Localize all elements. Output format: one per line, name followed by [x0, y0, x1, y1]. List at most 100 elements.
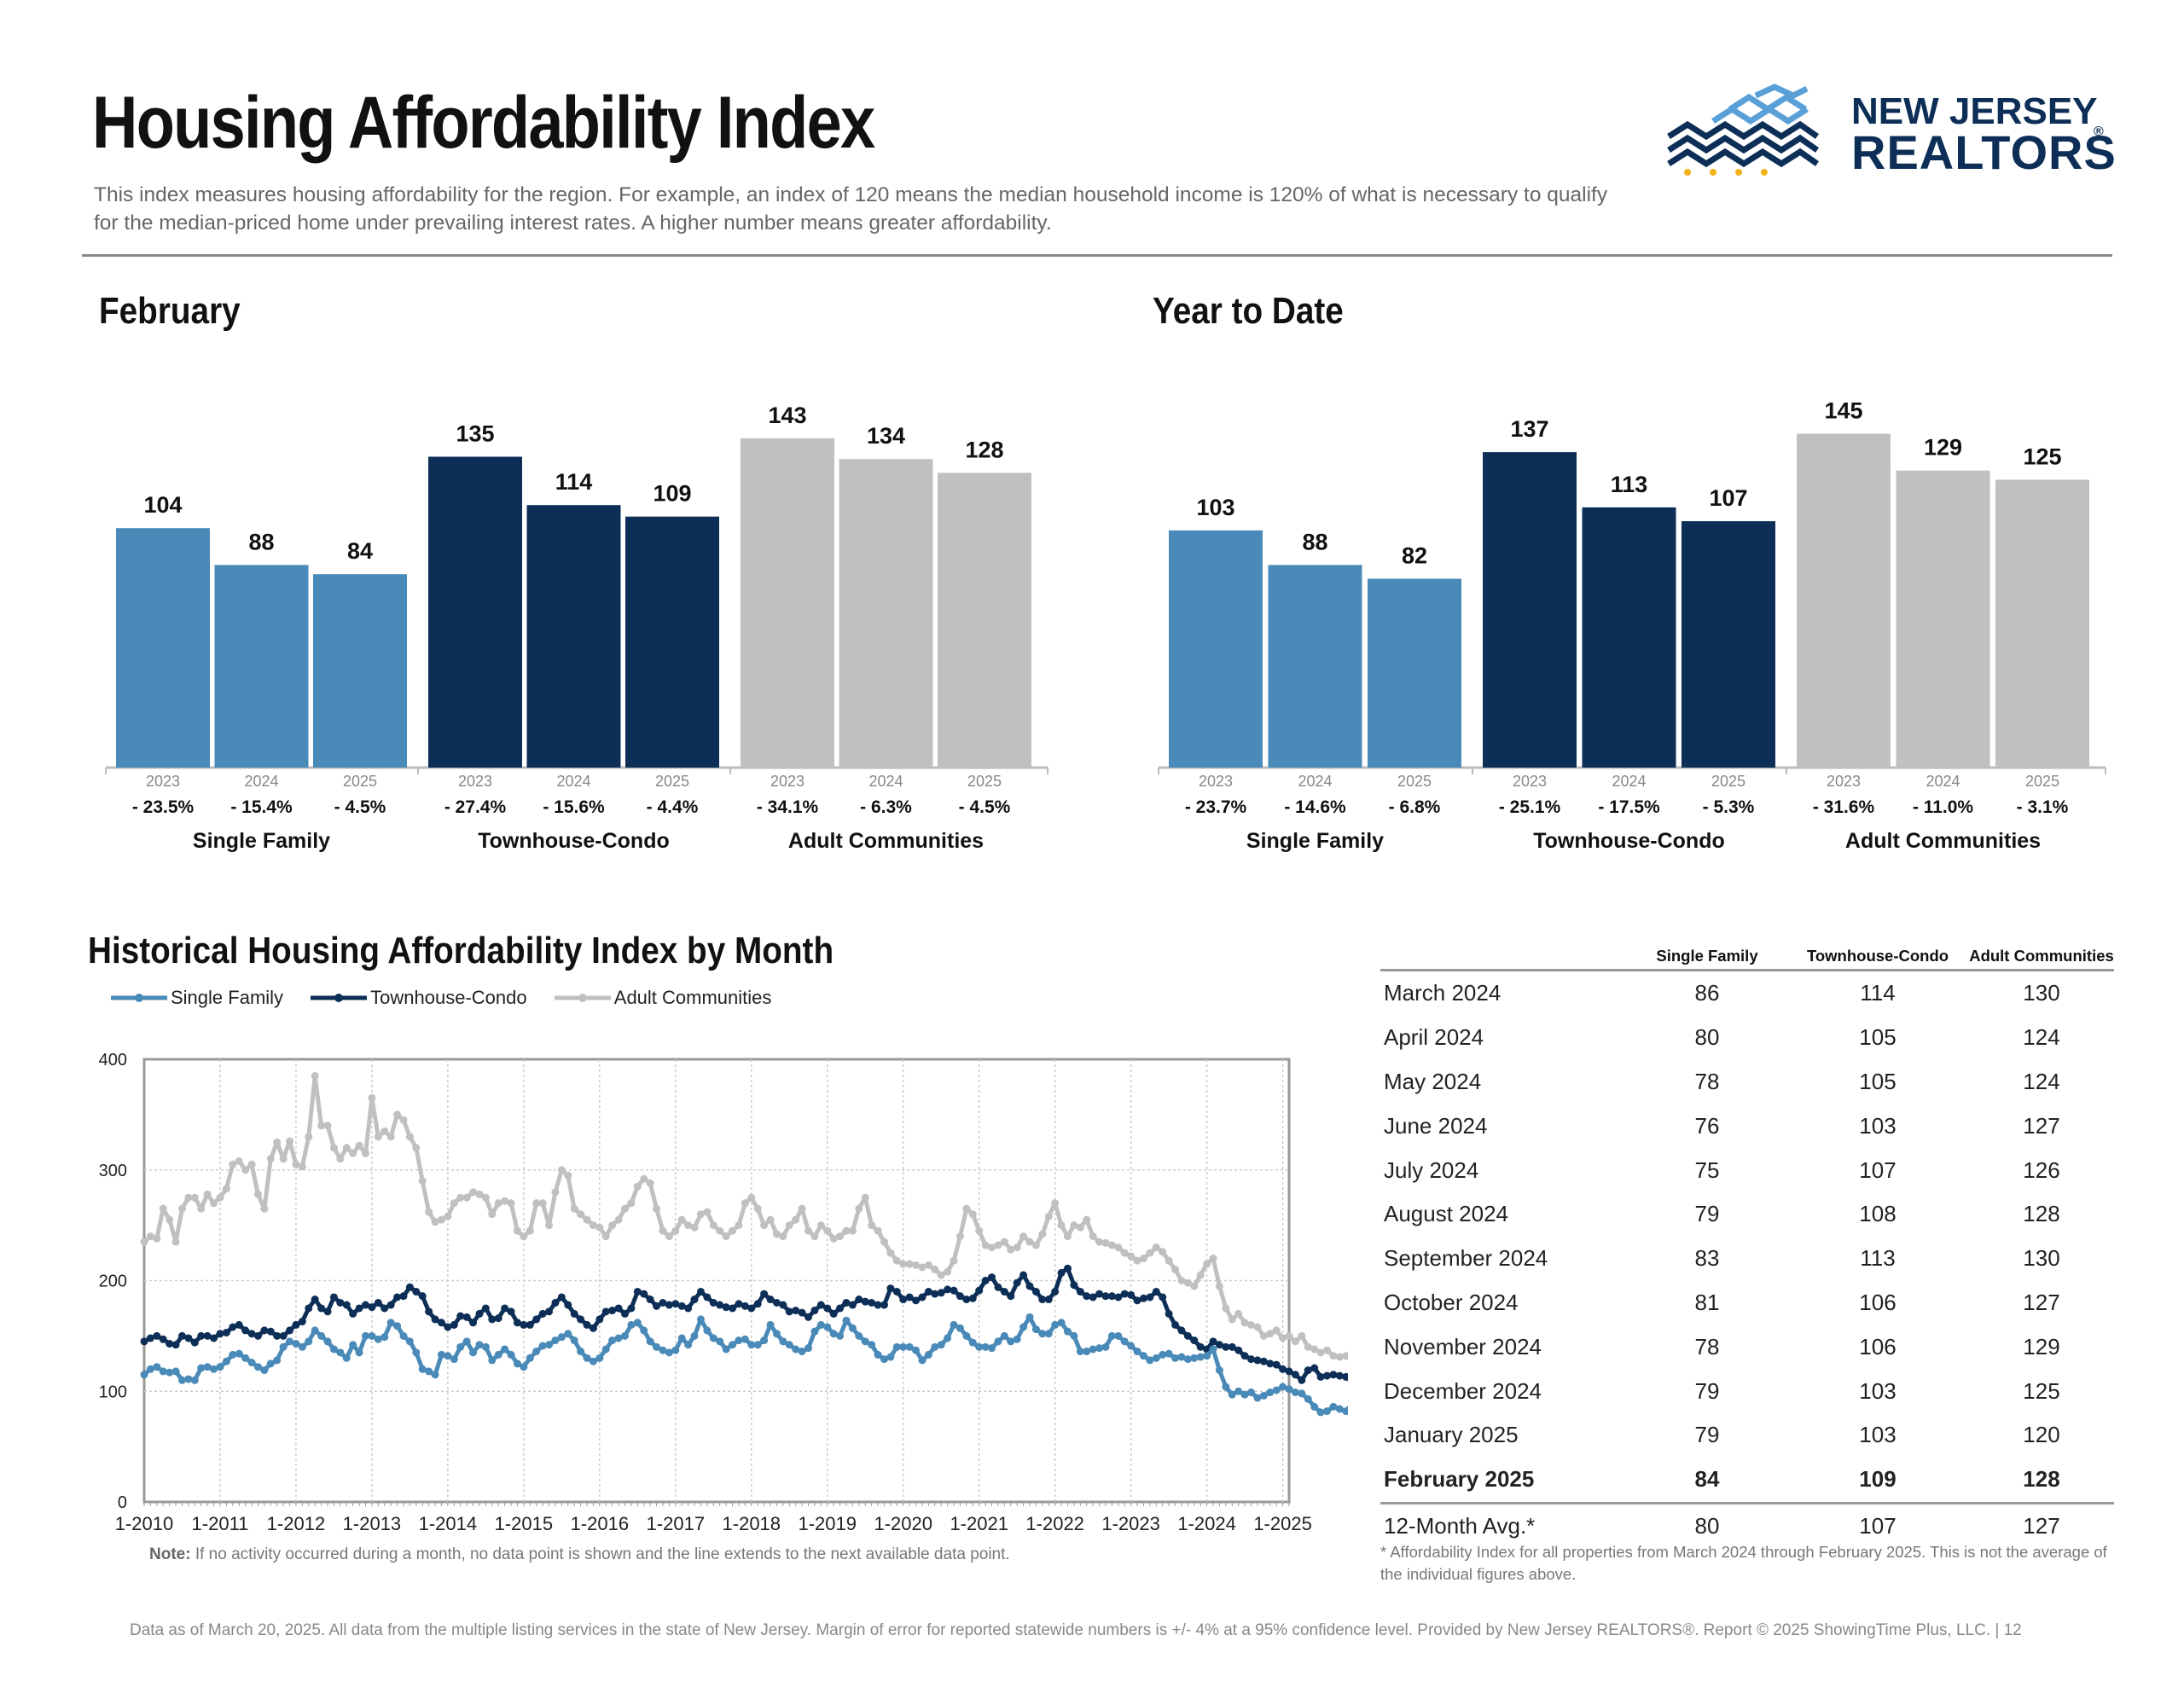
series-point — [956, 1292, 964, 1301]
series-point — [513, 1226, 521, 1235]
series-point — [140, 1371, 148, 1379]
table-cell: 127 — [2023, 1289, 2060, 1315]
bar-change-label: - 5.3% — [1703, 797, 1755, 817]
series-point — [1051, 1199, 1060, 1208]
series-point — [1222, 1304, 1230, 1313]
series-point — [741, 1199, 749, 1208]
bar-year-label: 2025 — [967, 773, 1002, 790]
series-point — [1000, 1238, 1008, 1246]
series-point — [747, 1341, 756, 1349]
series-point — [1007, 1292, 1015, 1301]
series-point — [810, 1327, 819, 1336]
table-cell: 109 — [1859, 1466, 1896, 1493]
series-point — [355, 1141, 363, 1150]
series-point — [551, 1188, 560, 1197]
series-point — [1089, 1232, 1097, 1241]
series-point — [311, 1071, 319, 1080]
series-point — [1177, 1353, 1186, 1361]
series-point — [1304, 1342, 1312, 1351]
series-point — [747, 1193, 756, 1202]
table-cell: 130 — [2023, 1245, 2060, 1272]
bar-year-label: 2023 — [146, 773, 180, 790]
series-point — [620, 1309, 629, 1318]
series-point — [184, 1375, 193, 1383]
bar-value-label: 134 — [867, 423, 905, 449]
series-point — [1057, 1319, 1066, 1327]
series-point — [772, 1330, 781, 1338]
series-point — [709, 1334, 717, 1342]
series-point — [729, 1341, 737, 1349]
series-point — [1013, 1244, 1021, 1252]
series-point — [741, 1335, 749, 1343]
series-point — [735, 1221, 743, 1230]
series-point — [197, 1364, 206, 1372]
line-y-tick-label: 0 — [118, 1493, 127, 1512]
series-point — [469, 1188, 478, 1197]
table-row: December 2024 79 103 125 — [1380, 1369, 2114, 1413]
series-point — [810, 1232, 819, 1241]
bar-change-label: - 6.3% — [860, 797, 912, 817]
series-point — [583, 1320, 591, 1329]
series-point — [1095, 1290, 1104, 1298]
series-point — [950, 1256, 958, 1265]
series-point — [177, 1376, 186, 1384]
series-point — [677, 1301, 686, 1310]
bar — [1483, 452, 1577, 768]
bar — [1797, 433, 1891, 768]
series-point — [253, 1190, 262, 1198]
series-point — [816, 1221, 825, 1230]
series-point — [538, 1199, 547, 1208]
series-point — [520, 1363, 528, 1371]
bar — [741, 438, 834, 768]
series-point — [696, 1287, 705, 1296]
series-point — [1044, 1296, 1053, 1304]
series-point — [798, 1348, 806, 1356]
series-point — [551, 1298, 560, 1307]
series-point — [779, 1337, 787, 1346]
series-point — [323, 1337, 332, 1346]
table-row-label: April 2024 — [1384, 1024, 1484, 1051]
series-point — [1159, 1293, 1167, 1301]
series-point — [1038, 1296, 1047, 1304]
series-point — [627, 1199, 636, 1208]
series-point — [899, 1296, 908, 1304]
series-point — [190, 1193, 199, 1202]
series-point — [798, 1308, 806, 1317]
series-point — [874, 1226, 882, 1235]
line-y-tick-label: 100 — [99, 1383, 127, 1401]
series-point — [816, 1320, 825, 1329]
table-row-label: July 2024 — [1384, 1157, 1479, 1183]
series-point — [810, 1307, 819, 1315]
series-point — [140, 1337, 148, 1346]
series-point — [1259, 1357, 1268, 1365]
series-point — [362, 1301, 370, 1309]
bar-group-label: Single Family — [1246, 829, 1384, 853]
bar — [1169, 530, 1263, 768]
series-point — [146, 1232, 154, 1241]
series-point — [1209, 1337, 1217, 1346]
series-point — [1291, 1388, 1299, 1397]
series-point — [368, 1093, 376, 1102]
series-point — [501, 1345, 509, 1354]
series-point — [1291, 1337, 1299, 1346]
series-point — [722, 1345, 730, 1354]
bar-change-label: - 6.8% — [1389, 797, 1441, 817]
table-cell: 120 — [2023, 1422, 2060, 1448]
series-point — [475, 1341, 484, 1349]
series-point — [994, 1241, 1002, 1249]
bar-change-label: - 11.0% — [1913, 797, 1974, 817]
series-point — [1215, 1282, 1223, 1290]
series-point — [753, 1300, 762, 1308]
bar-change-label: - 17.5% — [1598, 797, 1660, 817]
bar — [938, 472, 1031, 768]
series-point — [601, 1232, 610, 1241]
series-point — [924, 1261, 932, 1269]
nj-realtors-logo: NEW JERSEY REALTORS ® — [1662, 84, 2116, 179]
series-point — [1007, 1337, 1015, 1346]
series-point — [1031, 1287, 1040, 1296]
series-point — [229, 1160, 237, 1168]
page-footer: Data as of March 20, 2025. All data from… — [130, 1621, 2022, 1639]
bar-year-label: 2025 — [1397, 773, 1432, 790]
series-point — [153, 1234, 161, 1243]
logo-line-2: REALTORS — [1851, 125, 2117, 179]
